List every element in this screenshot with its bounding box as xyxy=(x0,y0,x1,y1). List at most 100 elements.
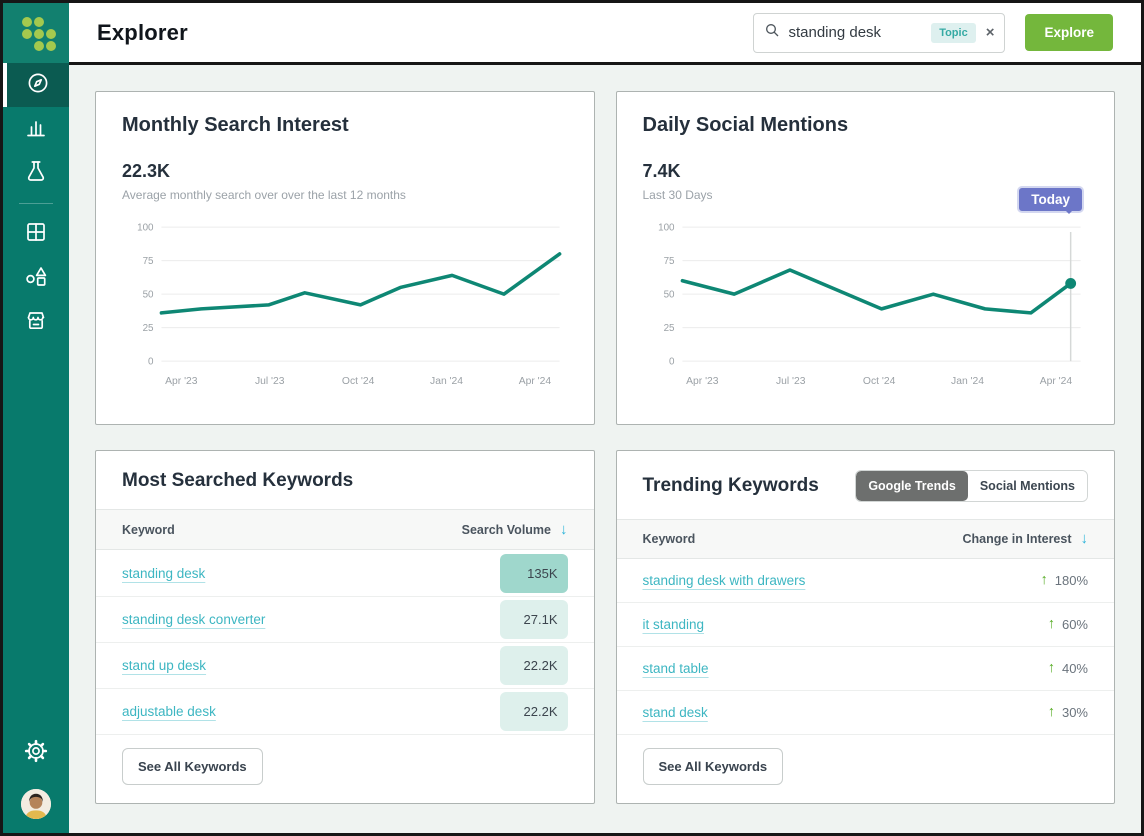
up-arrow-icon: ↑ xyxy=(1047,660,1055,677)
up-arrow-icon: ↑ xyxy=(1047,704,1055,721)
table-row: standing desk 135K xyxy=(96,550,594,597)
most-searched-keywords-card: Most Searched Keywords Keyword Search Vo… xyxy=(95,450,595,804)
flask-icon xyxy=(24,159,48,188)
social-mentions-chart: Today 100 75 50 25 0 Apr '23 Jul '23 Oct '24 Jan… xyxy=(643,186,1089,390)
keyword-link[interactable]: standing desk converter xyxy=(122,611,266,627)
sort-desc-icon[interactable]: ↓ xyxy=(560,521,568,539)
see-all-keywords-button[interactable]: See All Keywords xyxy=(642,748,784,785)
search-input[interactable] xyxy=(788,24,932,41)
social-mentions-value: 7.4K xyxy=(642,161,681,181)
today-tooltip: Today xyxy=(1017,186,1084,214)
sidebar xyxy=(3,3,69,833)
sidebar-item-explorer[interactable] xyxy=(3,63,69,107)
change-cell: ↑ 180% xyxy=(1041,572,1089,588)
clear-search-icon[interactable]: × xyxy=(985,24,995,41)
main-area: Explorer Topic × Explore Monthly Search … xyxy=(69,3,1141,833)
content-grid: Monthly Search Interest 22.3K Average mo… xyxy=(69,65,1141,833)
svg-text:50: 50 xyxy=(663,290,674,301)
svg-text:50: 50 xyxy=(143,290,154,301)
keyword-link[interactable]: stand up desk xyxy=(122,657,207,673)
table-row: stand desk ↑ 30% xyxy=(616,691,1114,735)
up-arrow-icon: ↑ xyxy=(1047,616,1055,633)
see-all-keywords-button[interactable]: See All Keywords xyxy=(122,748,263,785)
table-row: standing desk converter 27.1K xyxy=(96,597,594,643)
sidebar-nav xyxy=(3,63,69,344)
svg-text:Jan '24: Jan '24 xyxy=(951,376,984,387)
app-logo[interactable] xyxy=(3,3,69,63)
svg-text:Oct '24: Oct '24 xyxy=(862,376,895,387)
volume-pill: 22.2K xyxy=(499,691,568,731)
keyword-link[interactable]: adjustable desk xyxy=(122,703,216,719)
svg-text:0: 0 xyxy=(148,357,154,368)
trending-keywords-card: Trending Keywords Google Trends Social M… xyxy=(615,450,1115,804)
shapes-icon xyxy=(24,264,48,293)
svg-text:75: 75 xyxy=(143,256,154,267)
svg-text:Apr '23: Apr '23 xyxy=(686,376,719,387)
svg-text:Apr '23: Apr '23 xyxy=(165,376,198,387)
search-interest-value: 22.3K xyxy=(122,161,171,181)
change-cell: ↑ 30% xyxy=(1048,704,1088,720)
svg-text:100: 100 xyxy=(137,223,154,234)
sidebar-item-analytics[interactable] xyxy=(3,107,69,151)
bar-chart-icon xyxy=(24,115,48,144)
table-header: Keyword Search Volume ↓ xyxy=(96,509,594,551)
keyword-link[interactable]: it standing xyxy=(642,616,705,632)
keyword-link[interactable]: standing desk xyxy=(122,565,206,581)
table-row: stand table ↑ 40% xyxy=(616,647,1114,691)
svg-text:Apr '24: Apr '24 xyxy=(1039,376,1072,387)
source-toggle: Google Trends Social Mentions xyxy=(855,470,1088,502)
up-arrow-icon: ↑ xyxy=(1040,572,1048,589)
change-value: 40% xyxy=(1061,660,1088,676)
search-box[interactable]: Topic × xyxy=(753,12,1006,53)
daily-social-mentions-card: Daily Social Mentions 7.4K Last 30 Days … xyxy=(615,91,1115,425)
header-right: Topic × Explore xyxy=(753,12,1113,53)
svg-text:Jul '23: Jul '23 xyxy=(255,376,285,387)
column-keyword: Keyword xyxy=(642,531,696,546)
volume-pill: 22.2K xyxy=(499,645,568,685)
column-keyword: Keyword xyxy=(122,522,175,537)
search-interest-chart: 100 75 50 25 0 Apr '23 Jul '23 Oct '24 Jan '24 Ap… xyxy=(122,218,568,390)
topic-badge: Topic xyxy=(931,22,976,43)
table-footer: See All Keywords xyxy=(617,735,1115,803)
store-icon xyxy=(24,308,48,337)
sidebar-item-settings[interactable] xyxy=(24,731,48,775)
compass-icon xyxy=(26,71,50,100)
keyword-link[interactable]: standing desk with drawers xyxy=(642,572,806,588)
table-header: Keyword Change in Interest ↓ xyxy=(616,519,1114,559)
card-title: Monthly Search Interest xyxy=(122,114,349,136)
svg-text:25: 25 xyxy=(143,323,154,334)
keyword-link[interactable]: stand desk xyxy=(642,704,708,720)
sidebar-item-projects[interactable] xyxy=(3,212,69,256)
toggle-social-mentions[interactable]: Social Mentions xyxy=(967,471,1087,501)
sidebar-bottom xyxy=(3,731,69,833)
logo-dots-icon xyxy=(18,15,56,51)
line-chart: 100 75 50 25 0 Apr '23 Jul '23 Oct '24 Jan '24 Ap… xyxy=(658,223,1081,387)
toggle-google-trends[interactable]: Google Trends xyxy=(856,471,968,501)
gear-icon xyxy=(24,739,48,768)
monthly-search-interest-card: Monthly Search Interest 22.3K Average mo… xyxy=(95,91,595,425)
explore-button[interactable]: Explore xyxy=(1025,14,1113,51)
sidebar-item-categories[interactable] xyxy=(3,256,69,300)
svg-text:100: 100 xyxy=(658,223,675,234)
table-footer: See All Keywords xyxy=(96,735,594,803)
page-title: Explorer xyxy=(97,19,188,45)
table-row: adjustable desk 22.2K xyxy=(96,689,594,735)
column-change-in-interest: Change in Interest xyxy=(962,531,1072,546)
card-title-row: Most Searched Keywords xyxy=(96,451,594,509)
keyword-link[interactable]: stand table xyxy=(642,660,709,676)
sidebar-divider xyxy=(19,203,53,204)
top-header: Explorer Topic × Explore xyxy=(69,3,1141,65)
sidebar-item-lab[interactable] xyxy=(3,151,69,195)
search-interest-subtitle: Average monthly search over over the las… xyxy=(122,188,406,202)
card-title-row: Trending Keywords Google Trends Social M… xyxy=(617,451,1115,519)
sort-desc-icon[interactable]: ↓ xyxy=(1080,530,1089,548)
svg-text:Apr '24: Apr '24 xyxy=(519,376,552,387)
volume-pill: 27.1K xyxy=(499,599,568,639)
change-cell: ↑ 40% xyxy=(1048,660,1088,676)
table-row: standing desk with drawers ↑ 180% xyxy=(616,559,1114,603)
search-icon xyxy=(764,22,780,43)
user-avatar[interactable] xyxy=(21,789,51,819)
sidebar-item-store[interactable] xyxy=(3,300,69,344)
volume-pill: 135K xyxy=(499,553,568,593)
